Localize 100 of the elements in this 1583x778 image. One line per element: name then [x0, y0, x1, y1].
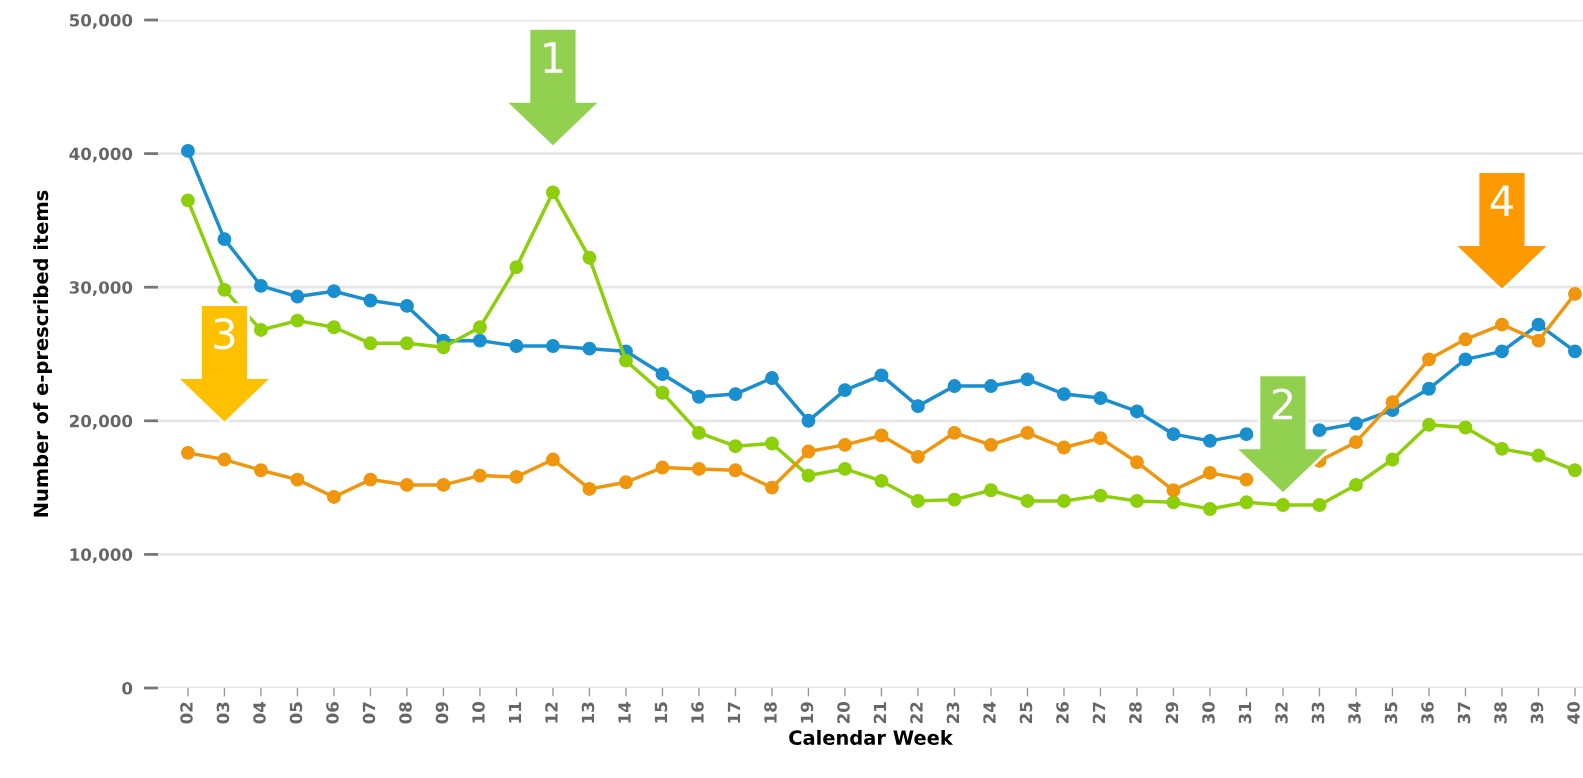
point [545, 452, 560, 467]
x-tick-label: 29 [1165, 702, 1179, 724]
point [1312, 498, 1327, 512]
point [217, 282, 232, 297]
point [947, 425, 962, 440]
point [180, 143, 195, 158]
point [217, 232, 232, 247]
point [363, 336, 378, 351]
x-tick-label: 08 [399, 702, 412, 724]
point [1385, 452, 1400, 467]
point [655, 367, 670, 381]
point [1203, 465, 1217, 480]
x-tick-label: 23 [946, 702, 960, 724]
point [1531, 333, 1546, 348]
point [728, 387, 743, 402]
x-tick-label: 31 [1238, 702, 1252, 724]
point [801, 413, 816, 428]
point [765, 480, 779, 495]
x-tick-label: 37 [1457, 702, 1471, 724]
point [363, 472, 378, 487]
point [1093, 431, 1108, 446]
point [326, 320, 341, 335]
point [1568, 463, 1582, 478]
y-tick-label: 0 [122, 681, 133, 695]
point [180, 193, 195, 208]
point [1458, 352, 1473, 367]
x-tick-label: 33 [1311, 702, 1325, 724]
point [253, 278, 268, 293]
x-tick-label: 07 [362, 702, 376, 724]
point [984, 483, 998, 498]
point [692, 425, 706, 440]
x-tick-label: 30 [1202, 701, 1215, 724]
point [655, 385, 670, 400]
point [838, 437, 852, 452]
annotation: 3 [214, 317, 235, 350]
point [1093, 488, 1108, 503]
point [1130, 455, 1144, 470]
point [326, 284, 341, 299]
point [728, 439, 743, 454]
point [765, 371, 779, 385]
point [582, 481, 597, 496]
y-tick-label: 20,000 [70, 414, 133, 430]
point [1203, 502, 1217, 516]
point [1203, 433, 1217, 448]
point [472, 320, 487, 335]
point [1276, 498, 1290, 512]
point [1385, 395, 1400, 410]
point [253, 463, 268, 478]
point [1349, 477, 1363, 492]
point [1568, 344, 1582, 359]
point [363, 293, 378, 308]
point [911, 449, 925, 464]
point [1495, 317, 1509, 332]
point [874, 428, 889, 443]
point [838, 461, 852, 476]
x-tick-label: 02 [180, 702, 193, 724]
point [1495, 441, 1509, 456]
x-tick-label: 17 [727, 702, 741, 723]
point [911, 399, 925, 414]
point [290, 472, 305, 487]
x-tick-label: 18 [764, 702, 777, 723]
point [947, 492, 962, 507]
x-tick-label: 39 [1530, 702, 1544, 724]
point [1568, 286, 1582, 301]
point [253, 323, 268, 337]
x-tick-label: 09 [435, 702, 449, 724]
x-tick-label: 12 [545, 702, 558, 723]
point [509, 260, 524, 275]
point [545, 185, 560, 200]
x-tick-label: 13 [581, 702, 595, 723]
x-tick-label: 26 [1056, 702, 1069, 724]
x-tick-label: 32 [1275, 702, 1288, 724]
point [290, 289, 305, 304]
point [1130, 494, 1144, 508]
point [618, 353, 633, 368]
point [1020, 425, 1035, 440]
x-tick-label: 28 [1129, 702, 1142, 724]
annotation: 4 [1490, 185, 1513, 216]
point [472, 333, 487, 348]
point [1312, 423, 1327, 438]
point [1057, 494, 1071, 508]
point [1057, 440, 1071, 455]
x-axis-title: Calendar Week [789, 729, 954, 745]
x-tick-label: 36 [1421, 702, 1434, 724]
point [1531, 317, 1546, 332]
point [801, 468, 816, 483]
point [838, 383, 852, 398]
x-tick-label: 35 [1384, 702, 1398, 724]
x-tick-label: 16 [691, 702, 704, 723]
point [1093, 391, 1108, 406]
x-tick-label: 22 [910, 702, 923, 724]
x-tick-label: 14 [618, 701, 631, 723]
x-tick-label: 20 [837, 701, 850, 724]
x-tick-label: 19 [800, 702, 814, 723]
y-tick-label: 50,000 [69, 13, 133, 29]
point [1422, 417, 1436, 432]
point [1166, 483, 1181, 498]
x-tick-label: 25 [1019, 702, 1033, 724]
point [217, 452, 232, 467]
point [399, 477, 414, 492]
